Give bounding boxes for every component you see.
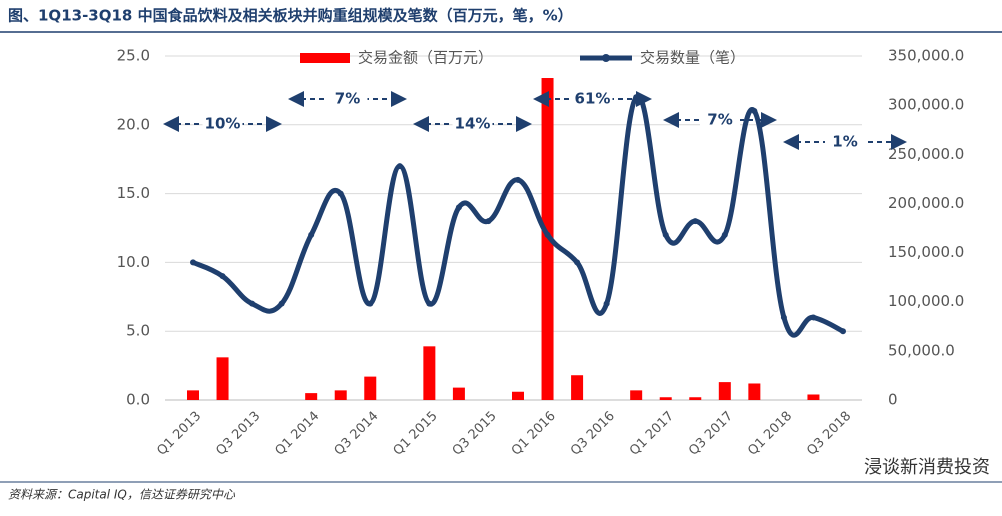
line-point — [190, 259, 196, 266]
legend-label: 交易数量（笔） — [640, 49, 745, 67]
y2-tick-label: 50,000.0 — [888, 341, 955, 359]
line-point — [455, 204, 462, 211]
annotation: 61% — [575, 90, 611, 108]
annotation-bg — [700, 111, 740, 129]
bar — [364, 376, 377, 400]
watermark: 浸谈新消费投资 — [864, 457, 990, 478]
y2-tick-label: 0 — [888, 391, 898, 409]
line-point — [396, 163, 403, 170]
y-tick-label: 25.0 — [117, 47, 150, 65]
annotation: 1% — [832, 133, 857, 151]
line-point — [426, 300, 433, 307]
line-point — [603, 300, 610, 307]
bar — [807, 394, 820, 400]
y2-tick-label: 100,000.0 — [888, 292, 964, 310]
annotation-bg — [327, 90, 368, 108]
annotation: 10% — [205, 115, 241, 133]
line — [191, 93, 845, 338]
y2-tick-label: 300,000.0 — [888, 96, 964, 114]
y2-tick-label: 250,000.0 — [888, 145, 964, 163]
line-point — [692, 218, 699, 225]
annotation: 7% — [335, 90, 360, 108]
chart-title: 图、1Q13-3Q18 中国食品饮料及相关板块并购重组规模及笔数（百万元，笔，%… — [8, 7, 573, 25]
bar — [334, 390, 347, 400]
y2-tick-label: 350,000.0 — [888, 47, 964, 65]
line-point — [514, 176, 521, 183]
y-tick-label: 0.0 — [126, 391, 150, 409]
y2-tick-label: 150,000.0 — [888, 243, 964, 261]
bar — [748, 383, 761, 400]
line-point — [249, 300, 256, 307]
bar — [571, 375, 584, 400]
annotation-bg — [452, 115, 493, 133]
line-point — [308, 231, 315, 238]
line-point — [574, 259, 581, 266]
annotation-bg — [202, 115, 243, 133]
line-point — [544, 231, 551, 238]
bar — [216, 357, 229, 400]
bar — [187, 390, 199, 400]
bar — [423, 346, 436, 400]
bar — [452, 387, 465, 400]
y2-tick-label: 200,000.0 — [888, 194, 964, 212]
source: 资料来源：Capital IQ，信达证券研究中心 — [8, 488, 236, 502]
line-point — [337, 190, 344, 197]
line-point — [751, 108, 758, 115]
y-tick-label: 5.0 — [126, 322, 150, 340]
bar — [511, 391, 524, 400]
bar — [718, 382, 731, 400]
legend-swatch — [300, 53, 350, 63]
annotation-bg — [825, 133, 865, 151]
legend-swatch — [602, 54, 610, 62]
legend-label: 交易金额（百万元） — [358, 49, 493, 67]
annotation: 7% — [707, 111, 732, 129]
bar — [630, 390, 643, 400]
line-point — [780, 314, 787, 321]
y-tick-label: 10.0 — [117, 253, 150, 271]
annotation: 14% — [455, 115, 491, 133]
line-point — [839, 328, 846, 335]
line-point — [662, 231, 669, 238]
line-point — [810, 314, 817, 321]
line-point — [278, 300, 285, 307]
line-point — [721, 231, 728, 238]
y-tick-label: 15.0 — [117, 184, 150, 202]
bar — [659, 397, 672, 400]
line-point — [219, 273, 226, 280]
line-point — [485, 218, 492, 225]
y-tick-label: 20.0 — [117, 115, 150, 133]
bar — [689, 397, 702, 400]
annotation-bg — [572, 90, 613, 108]
line-point — [367, 300, 374, 307]
bar — [305, 393, 318, 400]
